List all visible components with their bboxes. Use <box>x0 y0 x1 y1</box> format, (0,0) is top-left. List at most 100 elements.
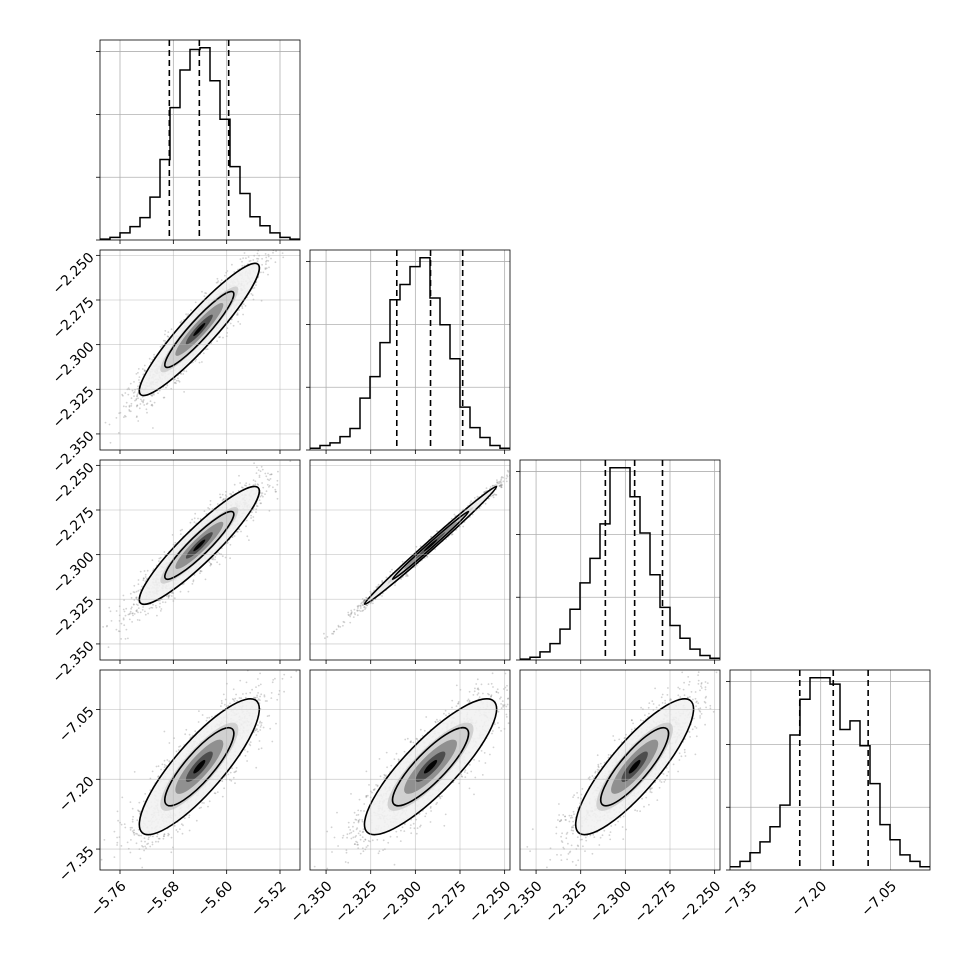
scatter-point <box>151 404 154 407</box>
scatter-point <box>190 309 192 311</box>
scatter-point <box>240 486 243 489</box>
scatter-point <box>146 402 149 405</box>
scatter-point <box>135 610 138 613</box>
scatter-point <box>498 485 501 487</box>
scatter-point <box>121 393 124 396</box>
scatter-point <box>266 478 269 481</box>
scatter-point <box>216 277 219 280</box>
scatter-point <box>125 405 127 408</box>
scatter-point <box>141 368 144 370</box>
scatter-point <box>133 381 135 383</box>
scatter-point <box>124 638 127 640</box>
scatter-point <box>232 324 235 327</box>
scatter-point <box>333 630 336 633</box>
scatter-point <box>495 494 498 496</box>
scatter-point <box>130 397 133 400</box>
scatter-point <box>174 378 176 381</box>
scatter-point <box>285 226 287 228</box>
scatter-point <box>134 399 136 402</box>
scatter-point <box>364 607 367 609</box>
scatter-point <box>166 384 169 387</box>
scatter-point <box>159 599 161 602</box>
scatter-point <box>125 628 128 631</box>
panel-content <box>104 226 287 444</box>
scatter-point <box>219 493 221 496</box>
scatter-point <box>267 273 269 276</box>
scatter-point <box>151 358 154 361</box>
scatter-point <box>180 373 183 375</box>
scatter-point <box>167 595 170 598</box>
scatter-point <box>115 610 118 612</box>
histogram-panel-1 <box>306 249 511 454</box>
scatter-point <box>274 488 277 491</box>
scatter-point <box>129 612 132 615</box>
scatter-point <box>216 340 219 342</box>
scatter-point <box>222 498 225 501</box>
scatter-point <box>342 620 345 623</box>
scatter-point <box>122 405 125 408</box>
scatter-point <box>259 495 262 498</box>
scatter-point <box>130 405 133 407</box>
scatter-point <box>255 284 257 286</box>
scatter-point <box>268 486 270 488</box>
scatter-point <box>209 503 212 506</box>
scatter-point <box>191 518 194 521</box>
scatter-point <box>166 335 169 338</box>
scatter-point <box>135 596 138 599</box>
scatter-point <box>258 476 261 478</box>
scatter-point <box>138 407 141 410</box>
scatter-point <box>270 257 272 260</box>
scatter-point <box>187 590 190 593</box>
scatter-point <box>219 496 222 499</box>
scatter-point <box>158 389 161 392</box>
scatter-point <box>115 628 118 631</box>
contour-line <box>138 262 261 397</box>
scatter-point <box>147 612 150 615</box>
scatter-point <box>142 579 145 582</box>
scatter-point <box>135 397 138 400</box>
scatter-point <box>256 260 259 263</box>
scatter-point <box>254 483 257 486</box>
scatter-point <box>209 500 212 502</box>
scatter-point <box>231 536 234 538</box>
scatter-point <box>141 609 144 611</box>
scatter-point <box>257 257 260 260</box>
scatter-point <box>252 519 255 522</box>
scatter-point <box>138 381 141 384</box>
scatter-point <box>224 274 226 277</box>
scatter-point <box>277 244 279 246</box>
scatter-point <box>123 416 125 419</box>
scatter-point <box>199 570 202 572</box>
scatter-point <box>137 583 140 586</box>
scatter-point <box>194 360 197 362</box>
scatter-point <box>224 556 227 559</box>
scatter-point <box>153 353 156 356</box>
scatter-point <box>127 393 130 396</box>
scatter-point <box>229 322 232 325</box>
scatter-point <box>237 320 240 323</box>
scatter-point <box>347 611 350 614</box>
scatter-point <box>209 562 212 565</box>
scatter-point <box>505 477 508 480</box>
scatter-point <box>265 260 267 263</box>
scatter-point <box>220 279 223 281</box>
histogram-step <box>310 256 510 449</box>
scatter-point <box>160 608 163 610</box>
histogram-frame <box>729 669 931 871</box>
scatter-point <box>122 594 125 597</box>
scatter-point <box>148 607 151 610</box>
scatter-point <box>174 541 177 544</box>
scatter-point <box>143 370 146 372</box>
scatter-point <box>252 479 255 482</box>
scatter-point <box>175 379 178 382</box>
scatter-point <box>242 303 245 305</box>
scatter-point <box>256 466 258 469</box>
scatter-point <box>372 602 374 605</box>
scatter-point <box>185 370 188 373</box>
scatter-point <box>236 530 239 533</box>
scatter-point <box>222 498 225 501</box>
scatter-point <box>256 257 258 260</box>
scatter-point <box>216 281 219 284</box>
scatter-point <box>267 472 269 475</box>
